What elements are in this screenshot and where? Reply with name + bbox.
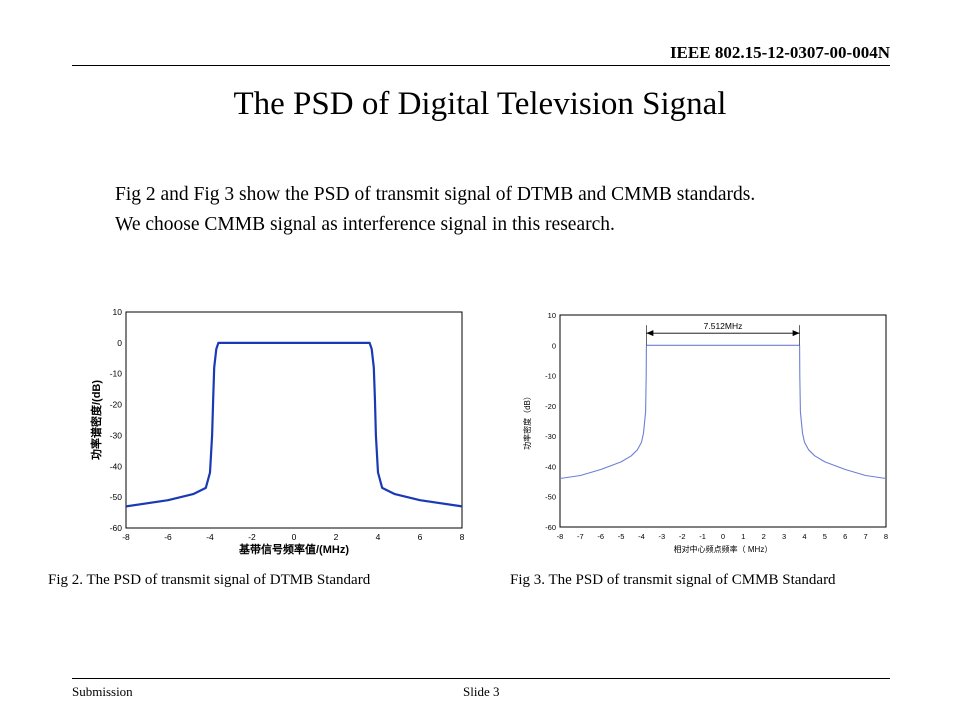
psd-series-line [559,344,887,480]
plot-area [126,312,462,528]
y-tick-label: 0 [552,341,556,350]
y-tick-label: 10 [113,307,123,317]
x-tick-label: 3 [782,532,786,541]
y-tick-label: 0 [117,338,122,348]
x-tick-label: -6 [164,532,172,542]
x-tick-label: -1 [699,532,706,541]
x-tick-label: 8 [884,532,888,541]
footer-slide-number: Slide 3 [463,684,500,699]
plot-area [560,315,886,527]
body-line-2: We choose CMMB signal as interference si… [115,214,615,235]
cmmb-psd-chart: -8 -7 -6 -5 -4 -3 -2 -1 0 1 2 3 4 5 6 7 8100-10-20-30-40… [522,311,888,554]
y-tick-label: -50 [545,493,556,502]
body-line-1: Fig 2 and Fig 3 show the PSD of transmit… [115,184,756,205]
x-axis-label: 相对中心频点频率（ MHz） [674,544,773,554]
x-tick-label: 0 [721,532,725,541]
fig2-caption: Fig 2. The PSD of transmit signal of DTM… [48,572,371,588]
x-tick-label: 2 [334,532,339,542]
y-tick-label: -30 [545,432,556,441]
y-tick-label: -20 [110,400,123,410]
x-tick-label: 2 [762,532,766,541]
x-tick-label: -4 [638,532,645,541]
y-tick-label: -20 [545,402,556,411]
x-tick-label: -3 [659,532,666,541]
y-tick-label: 10 [548,311,556,320]
y-tick-label: -60 [545,523,556,532]
y-axis-label: 功率密度（dB） [522,392,532,450]
y-tick-label: -10 [545,372,556,381]
y-axis-label: 功率谱密度/(dB) [89,380,103,460]
arrow-head-left [646,330,654,337]
x-axis-label: 基带信号频率值/(MHz) [238,542,349,556]
bandwidth-label-bg [701,321,745,332]
x-tick-label: -8 [557,532,564,541]
x-tick-label: 7 [864,532,868,541]
x-tick-label: 6 [418,532,423,542]
x-tick-label: -2 [679,532,686,541]
header-divider [72,65,890,66]
bandwidth-label: 7.512MHz [704,321,743,331]
x-tick-label: 4 [376,532,381,542]
footer-divider [72,678,890,679]
x-tick-label: -5 [618,532,625,541]
y-tick-label: -40 [110,461,123,471]
psd-series-line [125,341,463,508]
document-id: IEEE 802.15-12-0307-00-004N [669,43,890,62]
x-tick-label: 6 [843,532,847,541]
plot-frame [125,311,463,529]
body-text: Fig 2 and Fig 3 show the PSD of transmit… [115,180,755,240]
x-tick-label: -7 [577,532,584,541]
slide-title: The PSD of Digital Television Signal [233,86,727,122]
x-tick-label: -4 [206,532,214,542]
y-tick-label: -40 [545,462,556,471]
x-tick-label: -6 [597,532,604,541]
arrow-head-right [792,330,800,337]
plot-frame [559,314,887,528]
y-tick-label: -30 [110,430,123,440]
x-tick-label: 0 [292,532,297,542]
footer-submission: Submission [72,684,133,699]
fig3-caption: Fig 3. The PSD of transmit signal of CMM… [510,572,836,588]
y-tick-label: -50 [110,492,123,502]
x-tick-label: 1 [741,532,745,541]
x-tick-label: 5 [823,532,827,541]
x-tick-label: -2 [248,532,256,542]
x-tick-label: -8 [122,532,130,542]
y-tick-label: -10 [110,369,123,379]
x-tick-label: 4 [802,532,806,541]
x-tick-label: 8 [460,532,465,542]
y-tick-label: -60 [110,523,123,533]
